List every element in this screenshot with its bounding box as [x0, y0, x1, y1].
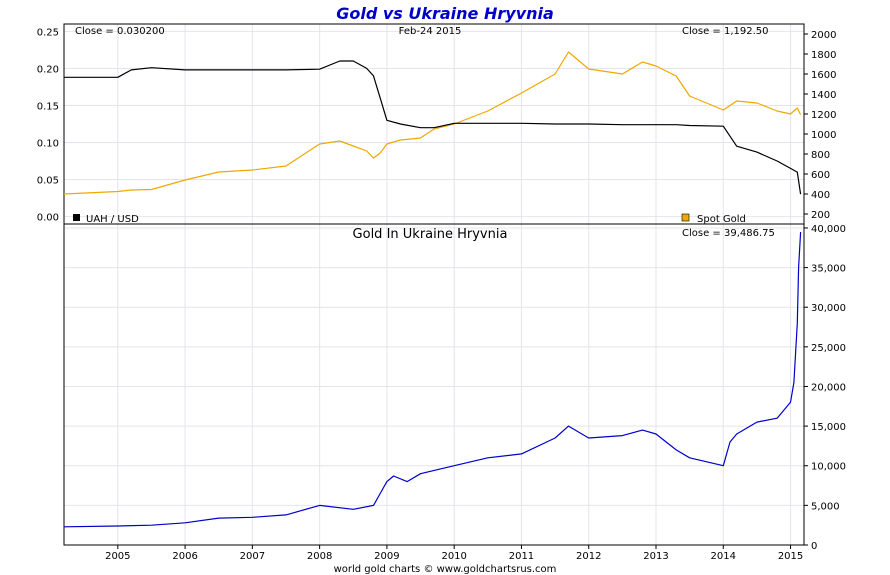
x-tick-label: 2013 [643, 551, 668, 562]
x-tick-label: 2015 [778, 551, 803, 562]
top-right-tick-label: 1400 [811, 90, 836, 101]
legend-label-uah-usd: UAH / USD [86, 214, 139, 225]
top-right-axis-ticks: 200 400 600 800 1000 1200 1400 1600 1800 2000 [804, 30, 836, 221]
x-tick-label: 2006 [172, 551, 197, 562]
chart-credit: world gold charts © www.goldchartsrus.co… [334, 564, 557, 575]
hryvnia-close-label: Close = 39,486.75 [682, 228, 775, 239]
gold-close-label: Close = 1,192.50 [682, 26, 769, 37]
x-tick-label: 2008 [307, 551, 332, 562]
legend-label-spot-gold: Spot Gold [697, 214, 746, 225]
series-lines [63, 51, 802, 528]
top-left-tick-label: 0.05 [37, 176, 59, 187]
top-right-tick-label: 600 [811, 170, 830, 181]
x-tick-label: 2009 [374, 551, 399, 562]
bottom-panel-frame [63, 223, 805, 546]
bottom-right-tick-label: 0 [811, 541, 817, 552]
top-right-tick-label: 200 [811, 210, 830, 221]
top-left-tick-label: 0.10 [37, 139, 59, 150]
top-left-tick-label: 0.15 [37, 101, 59, 112]
top-right-tick-label: 1200 [811, 110, 836, 121]
bottom-right-tick-label: 5,000 [811, 501, 840, 512]
uah-usd-line [64, 60, 802, 195]
top-right-tick-label: 1800 [811, 50, 836, 61]
spot-gold-line [63, 51, 802, 195]
bottom-panel-title: Gold In Ukraine Hryvnia [353, 227, 508, 242]
uah-close-label: Close = 0.030200 [75, 26, 165, 37]
chart-title: Gold vs Ukraine Hryvnia [336, 4, 554, 23]
bottom-right-axis-ticks: 0 5,000 10,000 15,000 20,000 25,000 30,000 35,0… [804, 224, 846, 552]
bottom-right-tick-label: 35,000 [811, 264, 846, 275]
top-right-tick-label: 2000 [811, 30, 836, 41]
x-tick-label: 2005 [105, 551, 130, 562]
top-left-tick-label: 0.00 [37, 213, 59, 224]
top-left-axis-ticks: 0.00 0.05 0.10 0.15 0.20 0.25 [37, 27, 59, 223]
bottom-right-tick-label: 30,000 [811, 303, 846, 314]
x-tick-label: 2007 [240, 551, 265, 562]
x-axis-ticks: 2005 2006 2007 2008 2009 2010 2011 2012 2013 2014… [105, 545, 803, 562]
bottom-right-tick-label: 40,000 [811, 224, 846, 235]
bottom-right-tick-label: 20,000 [811, 382, 846, 393]
bottom-right-tick-label: 10,000 [811, 462, 846, 473]
top-left-tick-label: 0.25 [37, 27, 59, 38]
x-tick-label: 2011 [509, 551, 534, 562]
date-label: Feb-24 2015 [399, 26, 462, 37]
top-right-tick-label: 400 [811, 190, 830, 201]
bottom-right-tick-label: 25,000 [811, 343, 846, 354]
bottom-right-tick-label: 15,000 [811, 422, 846, 433]
x-tick-label: 2010 [441, 551, 466, 562]
top-right-tick-label: 800 [811, 150, 830, 161]
legend-swatch-uah-usd [73, 214, 80, 221]
top-left-tick-label: 0.20 [37, 64, 59, 75]
top-right-tick-label: 1000 [811, 130, 836, 141]
top-right-tick-label: 1600 [811, 70, 836, 81]
x-tick-label: 2012 [576, 551, 601, 562]
x-tick-label: 2014 [711, 551, 736, 562]
gold-in-hryvnia-line [63, 231, 802, 528]
legend-swatch-spot-gold [681, 213, 690, 222]
